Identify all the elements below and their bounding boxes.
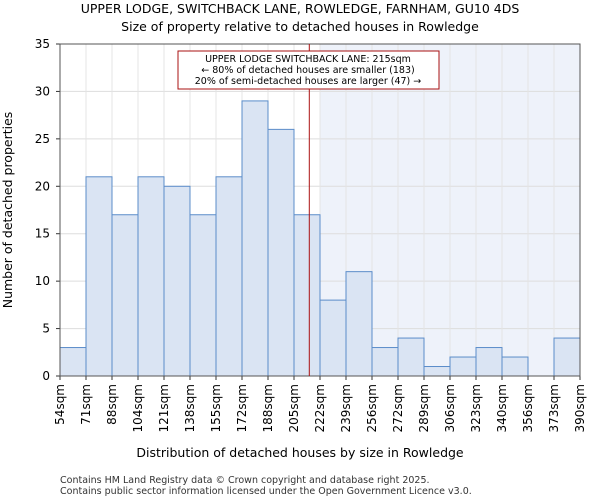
x-tick-label: 356sqm <box>521 384 535 432</box>
annotation-line-1: UPPER LODGE SWITCHBACK LANE: 215sqm <box>205 54 411 65</box>
plot-frame <box>59 43 581 377</box>
histogram-bar <box>345 271 373 377</box>
x-tick-label: 256sqm <box>365 384 379 432</box>
histogram-bar <box>267 128 295 377</box>
x-tick-label: 54sqm <box>53 384 67 425</box>
histogram-bar <box>85 176 113 377</box>
histogram-bar <box>189 214 217 377</box>
histogram-bar <box>215 176 243 377</box>
histogram-bar <box>111 214 139 377</box>
histogram-bar <box>319 299 347 377</box>
x-tick-label: 323sqm <box>469 384 483 432</box>
x-tick-label: 104sqm <box>131 384 145 432</box>
x-tick-label: 155sqm <box>209 384 223 432</box>
histogram-bar <box>137 176 165 377</box>
x-tick-label: 205sqm <box>287 384 301 432</box>
x-tick-label: 222sqm <box>313 384 327 432</box>
histogram-bar <box>59 347 87 377</box>
chart-title: UPPER LODGE, SWITCHBACK LANE, ROWLEDGE, … <box>81 1 520 16</box>
histogram-bar <box>241 100 269 377</box>
bars-group <box>59 100 581 377</box>
x-tick-label: 340sqm <box>495 384 509 432</box>
annotation-box <box>177 50 440 90</box>
histogram-bar <box>423 366 451 377</box>
histogram-bar <box>371 347 399 377</box>
y-tick-label: 10 <box>35 274 50 288</box>
histogram-bar <box>293 214 321 377</box>
histogram-bar <box>553 337 581 377</box>
x-tick-label: 239sqm <box>339 384 353 432</box>
y-tick-label: 35 <box>35 37 50 51</box>
annotation-line-2: ← 80% of detached houses are smaller (18… <box>201 65 414 76</box>
y-tick-label: 0 <box>42 369 50 383</box>
x-tick-label: 390sqm <box>573 384 587 432</box>
footer-line-2: Contains public sector information licen… <box>60 486 472 497</box>
y-tick-label: 15 <box>35 227 50 241</box>
x-tick-label: 138sqm <box>183 384 197 432</box>
chart-subtitle: Size of property relative to detached ho… <box>121 19 479 34</box>
histogram-bar <box>475 347 503 377</box>
annotation-line-3: 20% of semi-detached houses are larger (… <box>195 76 422 87</box>
histogram-bar <box>449 356 477 377</box>
x-axis-label: Distribution of detached houses by size … <box>136 445 464 460</box>
histogram-bar <box>501 356 529 377</box>
x-tick-label: 88sqm <box>105 384 119 425</box>
y-axis-ticks: 0 5 10 15 20 25 30 35 <box>35 37 60 383</box>
y-tick-label: 25 <box>35 132 50 146</box>
footer-line-1: Contains HM Land Registry data © Crown c… <box>60 475 430 486</box>
x-tick-label: 289sqm <box>417 384 431 432</box>
y-tick-label: 20 <box>35 179 50 193</box>
y-axis-label: Number of detached properties <box>0 112 15 309</box>
x-tick-label: 172sqm <box>235 384 249 432</box>
x-tick-label: 373sqm <box>547 384 561 432</box>
x-axis-ticks: 54sqm 71sqm 88sqm 104sqm 121sqm 138sqm 155sqm 1… <box>53 376 587 432</box>
x-tick-label: 272sqm <box>391 384 405 432</box>
x-tick-label: 71sqm <box>79 384 93 425</box>
histogram-bar <box>397 337 425 377</box>
x-tick-label: 121sqm <box>157 384 171 432</box>
x-tick-label: 188sqm <box>261 384 275 432</box>
y-tick-label: 30 <box>35 84 50 98</box>
histogram-bar <box>163 185 191 377</box>
y-tick-label: 5 <box>42 322 50 336</box>
x-tick-label: 306sqm <box>443 384 457 432</box>
